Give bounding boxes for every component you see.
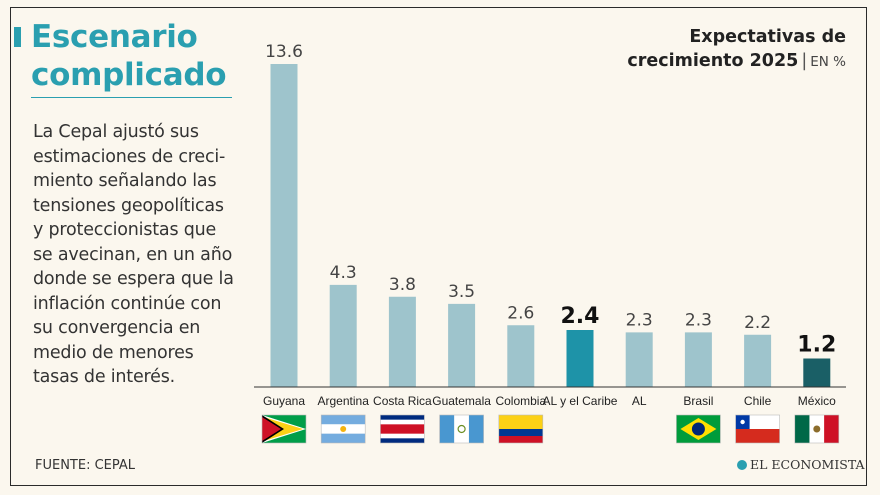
bar-guyana xyxy=(270,64,298,387)
value-label-al: 2.3 xyxy=(626,310,653,330)
value-label-al-y-el-caribe: 2.4 xyxy=(561,304,600,329)
colombia-flag-icon xyxy=(498,414,544,444)
infographic-frame xyxy=(10,7,867,486)
category-label-mexico: México xyxy=(798,394,836,408)
headline-line-1: Escenario xyxy=(31,19,198,55)
bar-chile xyxy=(744,334,772,387)
category-label-chile: Chile xyxy=(744,394,772,408)
bars-group: 13.6 Guyana 4.3 Argentina 3.8 Costa Rica 3.5 Gu… xyxy=(263,42,836,408)
chart-title-separator: | xyxy=(801,51,808,71)
guyana-flag-icon xyxy=(261,414,307,444)
headline-line-2: complicado xyxy=(31,57,227,93)
category-label-al-y-el-caribe: AL y el Caribe xyxy=(543,394,618,408)
chart-title-line-2-text: crecimiento 2025 xyxy=(627,51,799,71)
bar-colombia xyxy=(507,325,535,387)
logo-icon xyxy=(737,460,747,470)
chart-title-line-2: crecimiento 2025 | EN % xyxy=(627,49,846,74)
flags-group xyxy=(261,414,840,444)
category-label-al: AL xyxy=(632,394,647,408)
chart-title-line-1: Expectativas de xyxy=(689,27,846,47)
chart-title: Expectativas de crecimiento 2025 | EN % xyxy=(627,25,846,74)
bar-al-y-el-caribe xyxy=(566,330,594,387)
headline-rule xyxy=(31,97,232,98)
publisher-logo: EL ECONOMISTA xyxy=(737,457,865,472)
value-label-colombia: 2.6 xyxy=(507,303,534,323)
value-label-argentina: 4.3 xyxy=(330,263,357,283)
body-text: La Cepal ajustó sus estimaciones de crec… xyxy=(33,122,234,387)
category-label-colombia: Colombia xyxy=(495,394,546,408)
value-label-chile: 2.2 xyxy=(744,313,771,333)
mexico-flag-icon xyxy=(794,414,840,444)
brazil-flag-icon xyxy=(676,414,721,444)
category-label-costa-rica: Costa Rica xyxy=(373,394,432,408)
value-label-guyana: 13.6 xyxy=(265,42,303,62)
argentina-flag-icon xyxy=(320,414,366,444)
category-label-guyana: Guyana xyxy=(263,394,305,408)
guatemala-flag-icon xyxy=(439,414,484,444)
category-label-guatemala: Guatemala xyxy=(432,394,491,408)
bar-guatemala xyxy=(448,303,476,387)
source-note: FUENTE: CEPAL xyxy=(35,458,136,473)
bar-al xyxy=(625,332,653,387)
bar-brasil xyxy=(684,332,712,387)
accent-bar xyxy=(14,27,21,47)
bar-argentina xyxy=(329,284,357,387)
value-label-guatemala: 3.5 xyxy=(448,282,475,302)
value-label-brasil: 2.3 xyxy=(685,310,712,330)
bar-costa-rica xyxy=(388,296,416,387)
chile-flag-icon xyxy=(735,414,780,444)
category-label-argentina: Argentina xyxy=(318,394,370,408)
bar-mexico xyxy=(803,358,831,387)
value-label-costa-rica: 3.8 xyxy=(389,275,416,295)
costa-rica-flag-icon xyxy=(380,414,425,444)
headline: Escenario complicado xyxy=(31,18,227,94)
category-label-brasil: Brasil xyxy=(683,394,713,408)
value-label-mexico: 1.2 xyxy=(797,333,836,358)
chart-unit: EN % xyxy=(810,54,846,70)
logo-text: EL ECONOMISTA xyxy=(750,457,865,472)
